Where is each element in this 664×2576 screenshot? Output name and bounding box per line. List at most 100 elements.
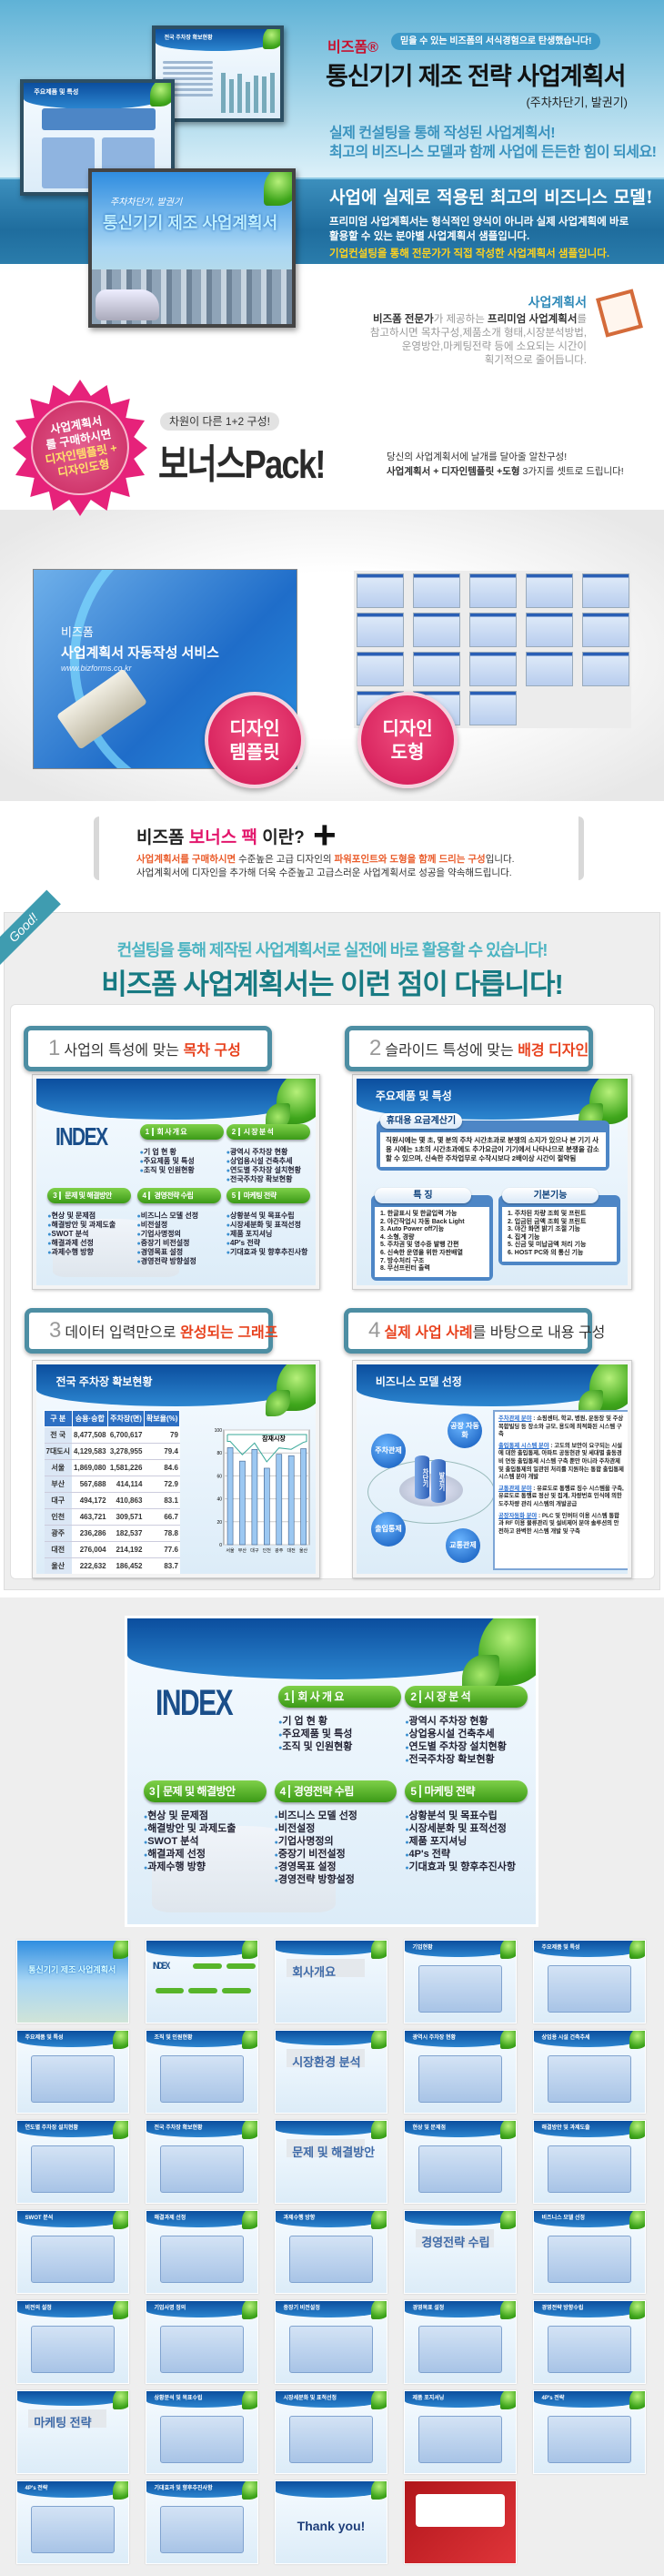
slide-thumbnail[interactable]: 문제 및 해결방안 <box>275 2120 387 2204</box>
index-item: 비전설정 <box>275 1823 397 1836</box>
slide-thumbnail[interactable]: 해결과제 선정 <box>146 2210 258 2294</box>
slide-thumbnail[interactable]: 비즈니스 모델 선정 <box>533 2210 646 2294</box>
thumbnail-title: 상황분석 및 목표수립 <box>154 2396 203 2402</box>
slide-thumbnail[interactable]: 광역시 주차장 현황 <box>404 2030 517 2114</box>
thumbnail-title: 4P's 전략 <box>25 2486 48 2492</box>
slide-thumbnail[interactable]: Thank you! <box>275 2480 387 2564</box>
slide-thumbnail[interactable]: 중장기 비전설정 <box>275 2300 387 2384</box>
slide-thumbnail[interactable]: 마케팅 전략 <box>16 2390 129 2474</box>
slide-thumbnail[interactable]: 시장환경 분석 <box>275 2030 387 2114</box>
slide-thumbnail[interactable]: 조직 및 인원현황 <box>146 2030 258 2114</box>
bonus-pack-info-box <box>94 816 584 880</box>
bonus-desc-1: 당신의 사업계획서에 날개를 달아줄 알찬구성! <box>387 451 568 462</box>
index-item: 기업사명정의 <box>275 1836 397 1849</box>
leaf-icon <box>370 2031 387 2049</box>
thumbnail-title: 마케팅 전략 <box>28 2409 106 2429</box>
slide-thumbnail[interactable]: 회사개요 <box>275 1940 387 2023</box>
slide-thumbnail[interactable]: 통신기기 제조 사업계획서 <box>16 1940 129 2023</box>
section-header-bar: 3 문제 및 해결방안 <box>143 1780 267 1803</box>
table-row: 울산 222,632 186,452 83.7 <box>44 1557 180 1574</box>
business-plan-text-1: 비즈폼 전문가가 제공하는 프리미엄 사업계획서를 <box>373 314 587 325</box>
shape-thumbnail <box>413 652 460 686</box>
thumbnail-title: 현상 및 문제점 <box>412 2125 446 2132</box>
leaf-icon <box>112 2301 128 2319</box>
feature-label-4: 4 실제 사업 사례를 바탕으로 내용 구성 <box>344 1308 605 1354</box>
list-item: 5. 주차권 및 영수증 발행 간편 <box>380 1242 459 1249</box>
slide-thumbnail[interactable]: 기업현황 <box>404 1940 517 2023</box>
lead-line-1: 실제 컨설팅을 통해 작성된 사업계획서! <box>329 126 556 141</box>
slide-thumbnail[interactable]: 과제수행 방향 <box>275 2210 387 2294</box>
slide-thumbnail[interactable]: 상황분석 및 목표수립 <box>146 2390 258 2474</box>
leaf-icon <box>241 2031 257 2049</box>
list-item: 7. 방수처리 구조 <box>380 1257 425 1264</box>
bizforms-logo[interactable]: 비즈폼® <box>327 40 378 56</box>
table-cell: 전 국 <box>44 1426 73 1444</box>
feature-label-3: 3 데이터 입력만으로 완성되는 그래프 <box>25 1308 278 1354</box>
preview-cover-slide: 주차차단기, 발권기 통신기기 제조 사업계획서 <box>88 168 296 328</box>
table-cell: 8,477,508 <box>72 1426 108 1444</box>
index-title: INDEX <box>55 1121 108 1151</box>
table-cell: 83.1 <box>144 1492 180 1509</box>
bar <box>264 1467 270 1546</box>
slide-thumbnail[interactable]: 연도별 주차장 설치현황 <box>16 2120 129 2204</box>
slide-thumbnail[interactable]: 상업용 시설 건축추세 <box>533 2030 646 2114</box>
thumbnail-title: 해결과제 선정 <box>154 2216 186 2222</box>
slide-thumbnail[interactable]: 기대효과 및 향후추진사항 <box>146 2480 258 2564</box>
thumbnail-title: 기대효과 및 향후추진사항 <box>154 2486 213 2492</box>
table-cell: 4,129,583 <box>72 1443 108 1460</box>
slide-thumbnail[interactable]: 해결방안 및 과제도출 <box>533 2120 646 2204</box>
slide-thumbnail[interactable]: 4P's 전략 <box>16 2480 129 2564</box>
slide-thumbnail[interactable]: 전국 주차장 확보현황 <box>146 2120 258 2204</box>
slide-thumbnail[interactable]: 경영전략 방향수립 <box>533 2300 646 2384</box>
index-item: 시장세분화 및 표적선정 <box>226 1221 310 1230</box>
index-item: SWOT 분석 <box>144 1836 267 1849</box>
slide-thumbnail[interactable]: SWOT 분석 <box>16 2210 129 2294</box>
thumbnail-title: 과제수행 방향 <box>283 2216 316 2222</box>
slide-thumbnail[interactable]: 비전의 설정 <box>16 2300 129 2384</box>
index-item: 조직 및 인원현황 <box>140 1166 224 1175</box>
slide-thumbnail[interactable]: 경영목표 설정 <box>404 2300 517 2384</box>
index-item: 4P's 전략 <box>405 1849 528 1861</box>
slide-thumbnail[interactable]: 경영전략 수립 <box>404 2210 517 2294</box>
list-item: 1. 주차된 차량 조회 및 프린트 <box>508 1211 587 1217</box>
bar <box>226 1447 234 1546</box>
list-item: 6. 신속한 운영을 위한 자판배열 <box>380 1249 463 1256</box>
bonus-desc-2: 사업계획서 + 디자인템플릿 +도형 3가지를 셋트로 드립니다! <box>387 466 624 477</box>
slide-thumbnail[interactable]: INDEX <box>146 1940 258 2023</box>
leaf-icon <box>112 1941 128 1959</box>
table-cell: 66.7 <box>144 1508 180 1526</box>
slide-thumbnail[interactable]: 현상 및 문제점 <box>404 2120 517 2204</box>
leaf-icon <box>499 2211 516 2229</box>
table-cell: 대전 <box>44 1541 73 1558</box>
slide-thumbnail[interactable]: 주요제품 및 특성 <box>533 1940 646 2023</box>
slide-thumbnail[interactable]: 시장세분화 및 표적선정 <box>275 2390 387 2474</box>
slide-thumbnail[interactable]: 주요제품 및 특성 <box>16 2030 129 2114</box>
index-item: 비즈니스 모델 선정 <box>137 1212 221 1221</box>
leaf-icon <box>241 1941 257 1959</box>
index-item: 기 업 현 황 <box>278 1716 401 1729</box>
index-item: 기업사명정의 <box>137 1230 221 1239</box>
slide-thumbnail[interactable]: 제품 포지셔닝 <box>404 2390 517 2474</box>
slide-thumbnail[interactable]: 기업사명 정의 <box>146 2300 258 2384</box>
thumbnail-title: 해결방안 및 과제도출 <box>541 2125 590 2132</box>
bonus-pack-title: 보너스Pack! <box>158 442 326 487</box>
feature-label-2: 2 슬라이드 특성에 맞는 배경 디자인 <box>345 1026 593 1071</box>
slide-thumbnail[interactable] <box>404 2480 517 2564</box>
table-cell: 대구 <box>44 1492 73 1509</box>
index-item: 상업용시설 건축추세 <box>405 1729 528 1741</box>
slide-thumbnail[interactable]: 4P's 전략 <box>533 2390 646 2474</box>
table-cell: 463,721 <box>72 1508 108 1526</box>
